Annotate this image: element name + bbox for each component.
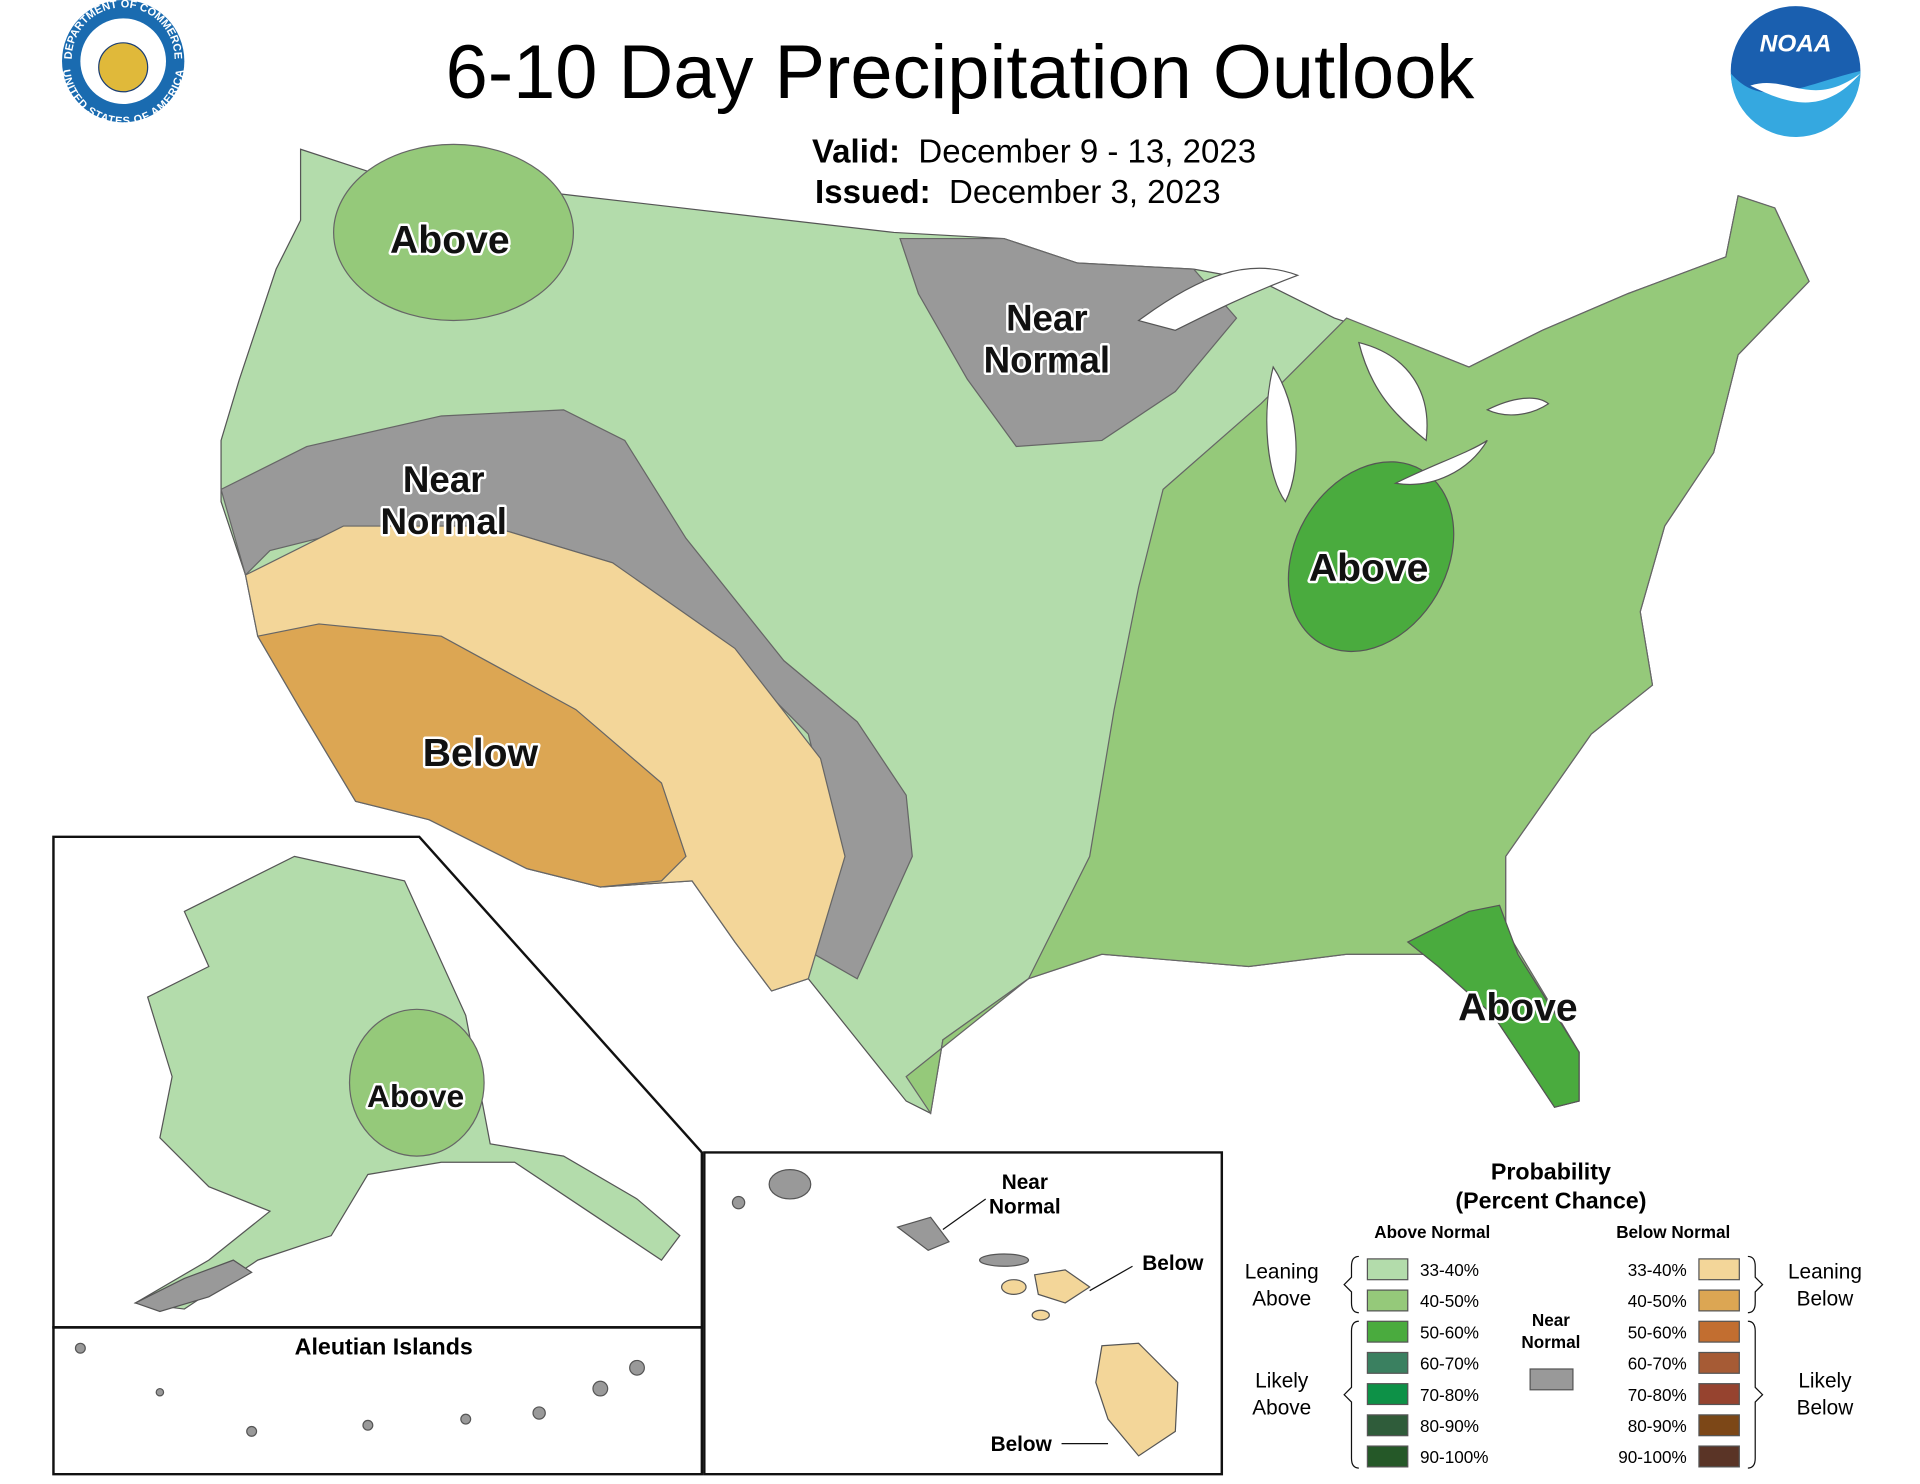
legend-swatch [1698, 1320, 1740, 1343]
legend-swatch [1698, 1414, 1740, 1437]
legend-swatch [1698, 1383, 1740, 1406]
legend-swatch [1698, 1258, 1740, 1281]
legend-range: 50-60% [1420, 1323, 1479, 1342]
aleutian-title: Aleutian Islands [295, 1333, 473, 1359]
legend-group: Leaning [1245, 1260, 1319, 1283]
hawaii-inset [703, 1151, 1224, 1476]
legend-group: Below [1797, 1287, 1855, 1310]
region-label: Above [367, 1078, 464, 1114]
aleutians [74, 1342, 645, 1437]
issued-date: December 3, 2023 [949, 173, 1221, 210]
legend-group: Likely [1255, 1369, 1309, 1392]
region-above-florida [1406, 904, 1580, 1108]
legend-swatch [1366, 1445, 1409, 1468]
legend-range: 80-90% [1628, 1417, 1687, 1436]
region-above-nw [333, 143, 575, 322]
valid-label: Valid: [812, 133, 900, 170]
hawaii-label: Below [1142, 1252, 1204, 1275]
legend-range: 70-80% [1628, 1386, 1687, 1405]
alaska-near [133, 1259, 253, 1313]
legend-range: 40-50% [1420, 1292, 1479, 1311]
legend-swatch [1698, 1289, 1740, 1312]
title: 6-10 Day Precipitation Outlook [446, 30, 1476, 115]
hawaii-label: Near [1002, 1171, 1048, 1194]
legend-bracket [1747, 1255, 1764, 1314]
legend-bracket [1747, 1320, 1764, 1469]
region-label: Above [390, 219, 510, 262]
region-above-ohio [1287, 461, 1455, 653]
legend-swatch [1366, 1289, 1409, 1312]
legend-heading: Below Normal [1616, 1223, 1730, 1242]
hawaii-label: Normal [989, 1196, 1061, 1219]
legend-group: Above [1252, 1396, 1311, 1419]
region-label: Above [1309, 547, 1429, 590]
legend-group: Likely [1798, 1369, 1852, 1392]
alaska-inset [52, 835, 704, 1476]
noaa-logo: NOAA [1730, 6, 1861, 137]
legend-range: 40-50% [1628, 1292, 1687, 1311]
legend-group: Leaning [1788, 1260, 1862, 1283]
legend-swatch [1698, 1445, 1740, 1468]
hawaii-box [703, 1151, 1224, 1476]
region-label: Below [423, 732, 539, 775]
legend-swatch [1366, 1383, 1409, 1406]
legend-group: Below [1797, 1396, 1855, 1419]
legend-range: 90-100% [1618, 1448, 1687, 1467]
aleutian-box [52, 1326, 704, 1476]
conus [220, 143, 1810, 1115]
hawaii-leaders [942, 1198, 1133, 1445]
alaska-box [52, 835, 704, 1329]
legend-title: Probability [1491, 1158, 1611, 1184]
legend-title: (Percent Chance) [1455, 1188, 1646, 1214]
legend-swatch [1366, 1351, 1409, 1374]
legend-range: 60-70% [1628, 1355, 1687, 1374]
region-near-north [899, 237, 1238, 448]
legend-group: Above [1252, 1287, 1311, 1310]
legend-range: 33-40% [1628, 1261, 1687, 1280]
legend-swatch [1698, 1351, 1740, 1374]
legend-range: 90-100% [1420, 1448, 1489, 1467]
issued-label: Issued: [815, 173, 931, 210]
great-lakes [1137, 267, 1550, 503]
legend-bracket [1343, 1255, 1359, 1314]
legend-range: 80-90% [1420, 1417, 1479, 1436]
legend-swatch [1529, 1368, 1574, 1391]
noaa-text: NOAA [1760, 30, 1832, 57]
legend-near: Normal [1521, 1333, 1580, 1352]
region-label: Near [1006, 297, 1088, 338]
legend-near: Near [1532, 1311, 1570, 1330]
legend-swatch [1366, 1258, 1409, 1281]
commerce-seal: DEPARTMENT OF COMMERCE UNITED STATES OF … [59, 0, 187, 128]
legend-range: 33-40% [1420, 1261, 1479, 1280]
hawaii-islands [731, 1168, 1179, 1457]
legend-swatch [1366, 1320, 1409, 1343]
legend-range: 70-80% [1420, 1386, 1479, 1405]
region-label: Normal [381, 501, 507, 542]
legend-range: 60-70% [1420, 1355, 1479, 1374]
region-above-alaska [348, 1008, 485, 1157]
legend-bracket [1343, 1320, 1359, 1469]
legend-swatch [1366, 1414, 1409, 1437]
legend-heading: Above Normal [1374, 1223, 1490, 1242]
valid-dates: December 9 - 13, 2023 [918, 133, 1256, 170]
region-label: Above [1458, 986, 1578, 1029]
legend-range: 50-60% [1628, 1323, 1687, 1342]
region-label: Near [403, 459, 485, 500]
region-below [256, 623, 687, 888]
region-label: Normal [984, 340, 1110, 381]
hawaii-label: Below [991, 1433, 1053, 1456]
